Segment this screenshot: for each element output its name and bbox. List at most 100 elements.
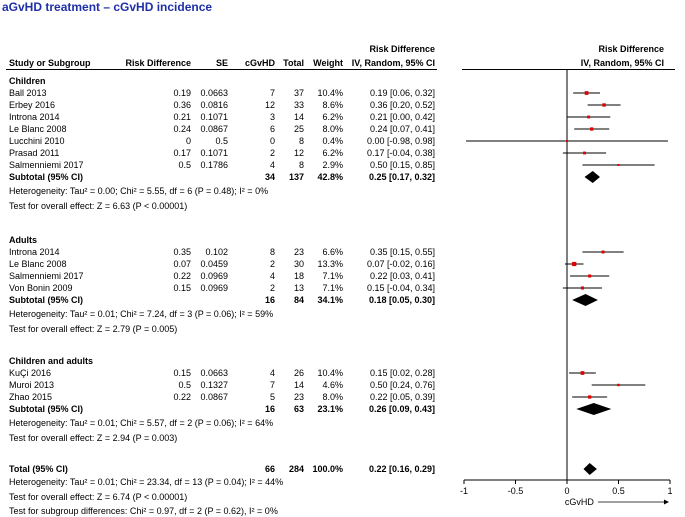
- study-ci: 0.36 [0.20, 0.52]: [369, 100, 435, 110]
- point-estimate: [566, 140, 568, 142]
- study-ci: 0.50 [0.24, 0.76]: [369, 380, 435, 390]
- summary-diamond: [576, 403, 612, 415]
- study-ci: 0.22 [0.03, 0.41]: [369, 271, 435, 281]
- x-tick-label: 1: [667, 486, 672, 496]
- subtotal-total: 84: [293, 295, 304, 305]
- total-heterogeneity: Heterogeneity: Tau² = 0.01; Chi² = 23.34…: [9, 477, 284, 487]
- study-rd: 0: [185, 136, 191, 146]
- study-se: 0.0816: [200, 100, 228, 110]
- study-se: 0.1071: [200, 148, 228, 158]
- study-rd: 0.22: [173, 392, 191, 402]
- study-weight: 10.4%: [317, 368, 343, 378]
- study-ci: 0.15 [0.02, 0.28]: [369, 368, 435, 378]
- study-rd: 0.22: [173, 271, 191, 281]
- subtotal-weight: 23.1%: [317, 404, 343, 414]
- x-ticks: -1 -0.5 0 0.5 1: [460, 480, 673, 496]
- study-name: Ball 2013: [9, 88, 47, 98]
- study-se: 0.0969: [200, 283, 228, 293]
- study-rd: 0.24: [173, 124, 191, 134]
- study-weight: 6.2%: [322, 112, 343, 122]
- point-estimate: [617, 383, 620, 387]
- x-tick-label: 0.5: [612, 486, 625, 496]
- study-ci: 0.22 [0.05, 0.39]: [369, 392, 435, 402]
- study-ci: 0.17 [-0.04, 0.38]: [366, 148, 435, 158]
- study-rd: 0.21: [173, 112, 191, 122]
- total-weight: 100.0%: [312, 464, 343, 474]
- subtotal-ci: 0.25 [0.17, 0.32]: [368, 172, 435, 182]
- group-title: Children: [9, 76, 46, 86]
- study-se: 0.0663: [200, 88, 228, 98]
- study-ci: 0.19 [0.06, 0.32]: [369, 88, 435, 98]
- study-rd: 0.15: [173, 283, 191, 293]
- point-estimate: [617, 164, 620, 166]
- total-label: Total (95% CI): [9, 464, 68, 474]
- subtotal-ci: 0.26 [0.09, 0.43]: [368, 404, 435, 414]
- summary-diamond: [583, 463, 597, 475]
- study-se: 0.0867: [200, 392, 228, 402]
- subtotal-label: Subtotal (95% CI): [9, 172, 84, 182]
- study-weight: 10.4%: [317, 88, 343, 98]
- study-cgvhd: 2: [269, 259, 275, 269]
- point-estimate: [602, 103, 606, 107]
- study-cgvhd: 8: [269, 247, 275, 257]
- subtotal-weight: 42.8%: [317, 172, 343, 182]
- study-rd: 0.07: [173, 259, 191, 269]
- study-se: 0.1786: [200, 160, 228, 170]
- overall-effect-text: Test for overall effect: Z = 2.94 (P = 0…: [9, 433, 178, 443]
- header-rd-ci-top: Risk Difference: [369, 44, 435, 54]
- study-rd: 0.5: [178, 380, 191, 390]
- study-cgvhd: 2: [269, 148, 275, 158]
- figure-title: aGvHD treatment – cGvHD incidence: [2, 0, 213, 14]
- study-se: 0.0867: [200, 124, 228, 134]
- header-rd-ci-bottom: IV, Random, 95% CI: [351, 58, 435, 68]
- study-total: 25: [293, 124, 304, 134]
- x-tick-label: -1: [460, 486, 468, 496]
- study-total: 26: [293, 368, 304, 378]
- subgroup-differences: Test for subgroup differences: Chi² = 0.…: [9, 506, 278, 516]
- x-tick-label: -0.5: [508, 486, 524, 496]
- study-rd: 0.36: [173, 100, 191, 110]
- study-ci: 0.07 [-0.02, 0.16]: [366, 259, 435, 269]
- study-cgvhd: 7: [269, 88, 275, 98]
- study-name: Zhao 2015: [9, 392, 53, 402]
- subtotal-ci: 0.18 [0.05, 0.30]: [368, 295, 435, 305]
- study-cgvhd: 4: [269, 160, 275, 170]
- x-axis-label: cGvHD: [565, 497, 595, 507]
- study-cgvhd: 4: [269, 271, 275, 281]
- study-weight: 7.1%: [322, 271, 343, 281]
- study-se: 0.102: [205, 247, 228, 257]
- study-weight: 2.9%: [322, 160, 343, 170]
- point-estimate: [583, 151, 586, 155]
- study-se: 0.1327: [200, 380, 228, 390]
- summary-diamonds: [572, 171, 612, 475]
- study-weight: 8.0%: [322, 392, 343, 402]
- study-cgvhd: 0: [269, 136, 275, 146]
- study-weight: 8.0%: [322, 124, 343, 134]
- total-total: 284: [288, 464, 304, 474]
- study-weight: 0.4%: [322, 136, 343, 146]
- study-ci: 0.15 [-0.04, 0.34]: [366, 283, 435, 293]
- study-total: 13: [293, 283, 304, 293]
- study-total: 18: [293, 271, 304, 281]
- x-tick-label: 0: [564, 486, 569, 496]
- header-rule-plot: [462, 69, 675, 70]
- header-risk-difference: Risk Difference: [125, 58, 191, 68]
- study-rd: 0.35: [173, 247, 191, 257]
- study-marks: [466, 91, 668, 399]
- study-name: Introna 2014: [9, 112, 60, 122]
- summary-diamond: [584, 171, 600, 183]
- study-ci: 0.24 [0.07, 0.41]: [369, 124, 435, 134]
- total-ci: 0.22 [0.16, 0.29]: [368, 464, 435, 474]
- study-total: 37: [293, 88, 304, 98]
- total-cgvhd: 66: [264, 464, 275, 474]
- point-estimate: [580, 286, 584, 290]
- study-weight: 6.6%: [322, 247, 343, 257]
- study-se: 0.0459: [200, 259, 228, 269]
- study-total: 12: [293, 148, 304, 158]
- study-total: 14: [293, 380, 304, 390]
- x-axis-label-arrowhead: [663, 499, 669, 505]
- point-estimate: [588, 395, 592, 399]
- group-title: Adults: [9, 235, 37, 245]
- study-cgvhd: 4: [269, 368, 275, 378]
- study-total: 8: [298, 160, 304, 170]
